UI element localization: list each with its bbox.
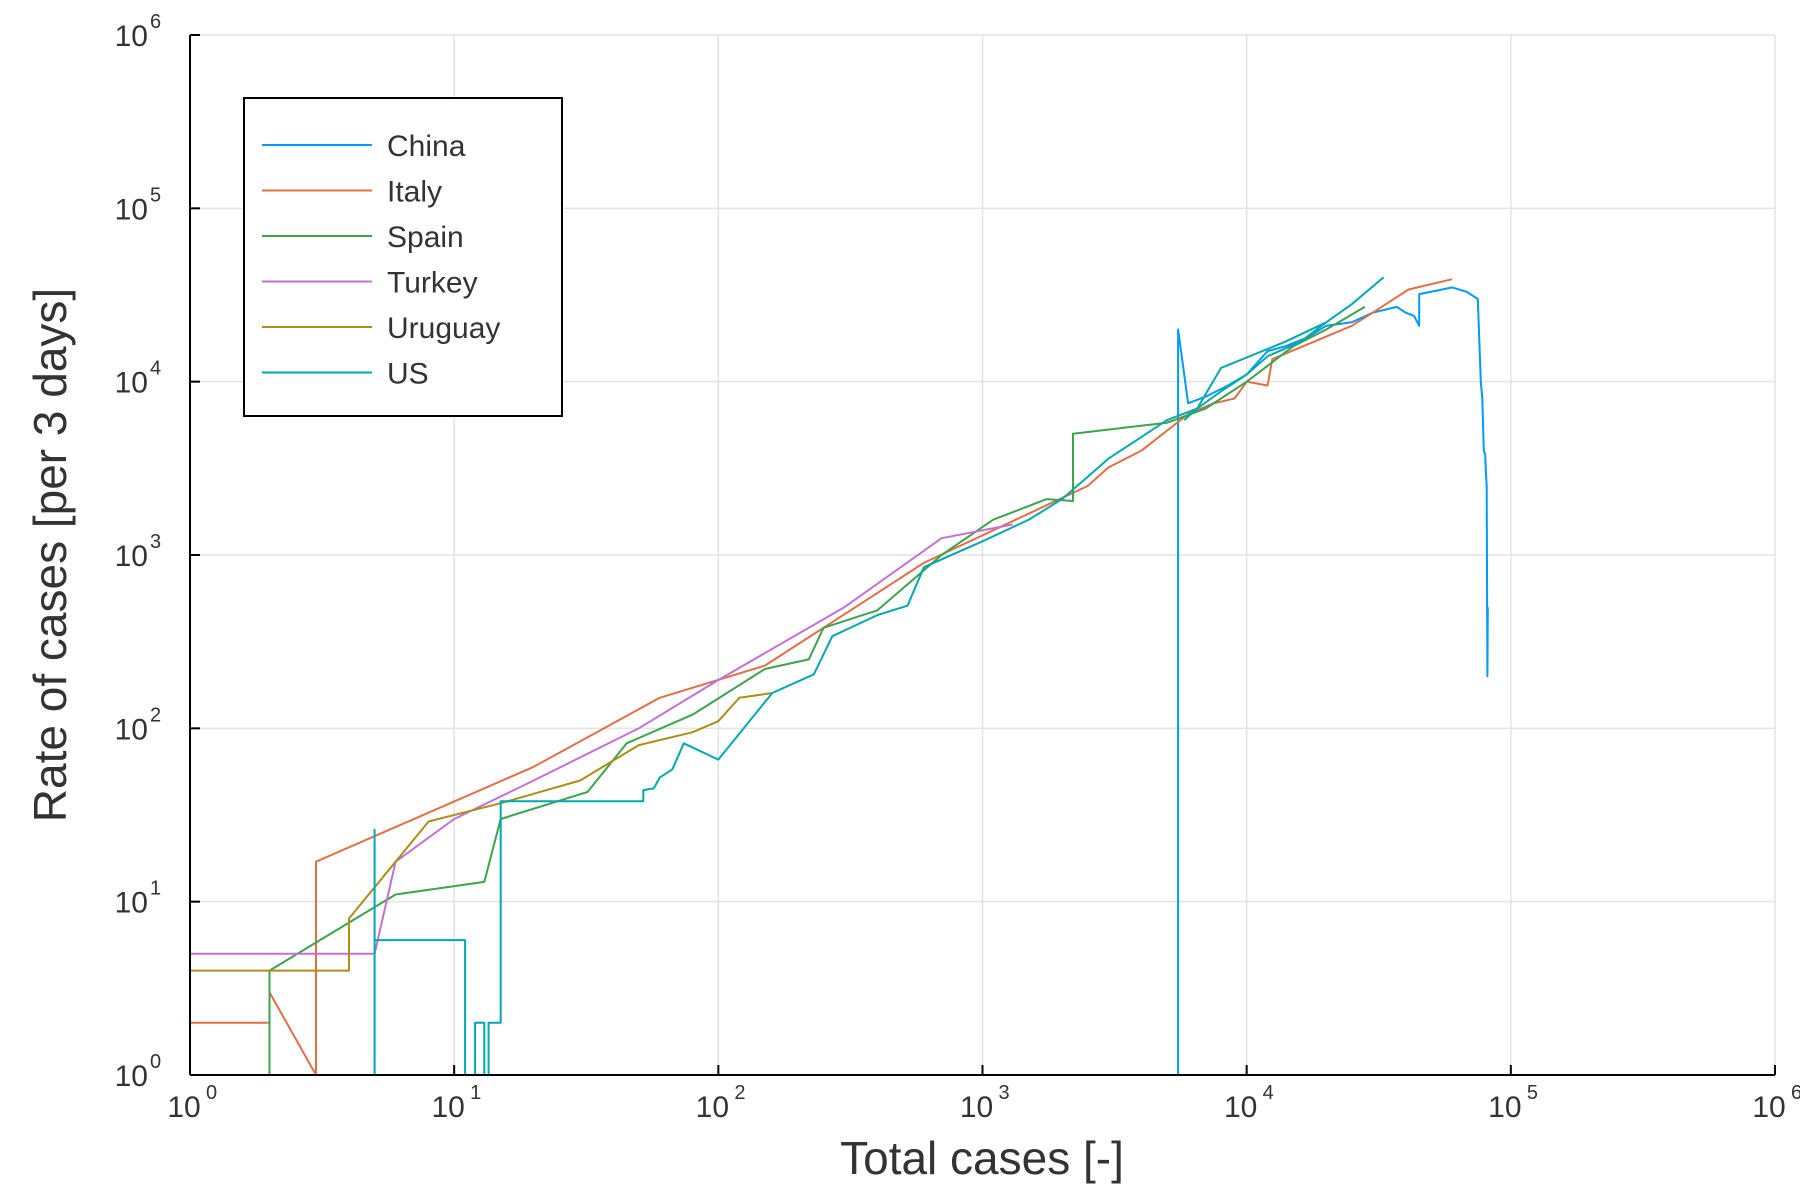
y-tick-exponent-5: 5 xyxy=(150,184,161,206)
series-line-spain xyxy=(190,306,1366,1076)
series-line-extra-6 xyxy=(1183,321,1327,421)
x-tick-exponent-3: 3 xyxy=(999,1082,1010,1104)
x-tick-label-5: 10 xyxy=(1488,1091,1521,1124)
x-tick-label-1: 10 xyxy=(431,1091,464,1124)
y-tick-label-1: 10 xyxy=(115,887,148,920)
y-tick-exponent-2: 2 xyxy=(150,704,161,726)
legend-label-us: US xyxy=(387,358,429,391)
x-tick-exponent-1: 1 xyxy=(470,1082,481,1104)
x-tick-label-6: 10 xyxy=(1752,1091,1785,1124)
y-tick-exponent-6: 6 xyxy=(150,11,161,33)
y-tick-label-4: 10 xyxy=(115,367,148,400)
y-tick-label-5: 10 xyxy=(115,193,148,226)
x-tick-label-0: 10 xyxy=(167,1091,200,1124)
legend: China Italy Spain Turkey Uruguay US xyxy=(243,97,563,417)
y-tick-exponent-0: 0 xyxy=(150,1051,161,1073)
legend-label-turkey: Turkey xyxy=(387,267,478,300)
y-tick-exponent-4: 4 xyxy=(150,358,161,380)
y-tick-label-2: 10 xyxy=(115,713,148,746)
y-tick-label-6: 10 xyxy=(115,20,148,53)
y-axis-title: Rate of cases [per 3 days] xyxy=(24,288,76,822)
plot-series xyxy=(190,276,1489,1076)
tick-labels: 10 0 10 1 10 2 10 3 10 4 10 5 10 610 010 110 210 310 410 51… xyxy=(115,11,1800,1124)
y-tick-label-0: 10 xyxy=(115,1060,148,1093)
series-line-italy xyxy=(190,278,1453,1076)
legend-label-china: China xyxy=(387,130,466,163)
x-tick-label-2: 10 xyxy=(696,1091,729,1124)
x-tick-exponent-5: 5 xyxy=(1527,1082,1538,1104)
x-tick-exponent-0: 0 xyxy=(206,1082,217,1104)
y-tick-exponent-3: 3 xyxy=(150,531,161,553)
y-tick-label-3: 10 xyxy=(115,540,148,573)
series-line-uruguay xyxy=(190,692,773,972)
legend-label-spain: Spain xyxy=(387,221,464,254)
x-axis-title: Total cases [-] xyxy=(840,1132,1124,1184)
legend-label-italy: Italy xyxy=(387,176,442,209)
series-line-us xyxy=(373,276,1385,1076)
series-line-china xyxy=(1177,286,1489,1075)
x-tick-label-3: 10 xyxy=(960,1091,993,1124)
x-tick-exponent-2: 2 xyxy=(734,1082,745,1104)
legend-box xyxy=(243,97,563,417)
x-tick-exponent-6: 6 xyxy=(1791,1082,1800,1104)
x-tick-exponent-4: 4 xyxy=(1263,1082,1274,1104)
y-tick-exponent-1: 1 xyxy=(150,878,161,900)
series-line-turkey xyxy=(190,523,1013,955)
legend-label-uruguay: Uruguay xyxy=(387,312,500,345)
x-tick-label-4: 10 xyxy=(1224,1091,1257,1124)
